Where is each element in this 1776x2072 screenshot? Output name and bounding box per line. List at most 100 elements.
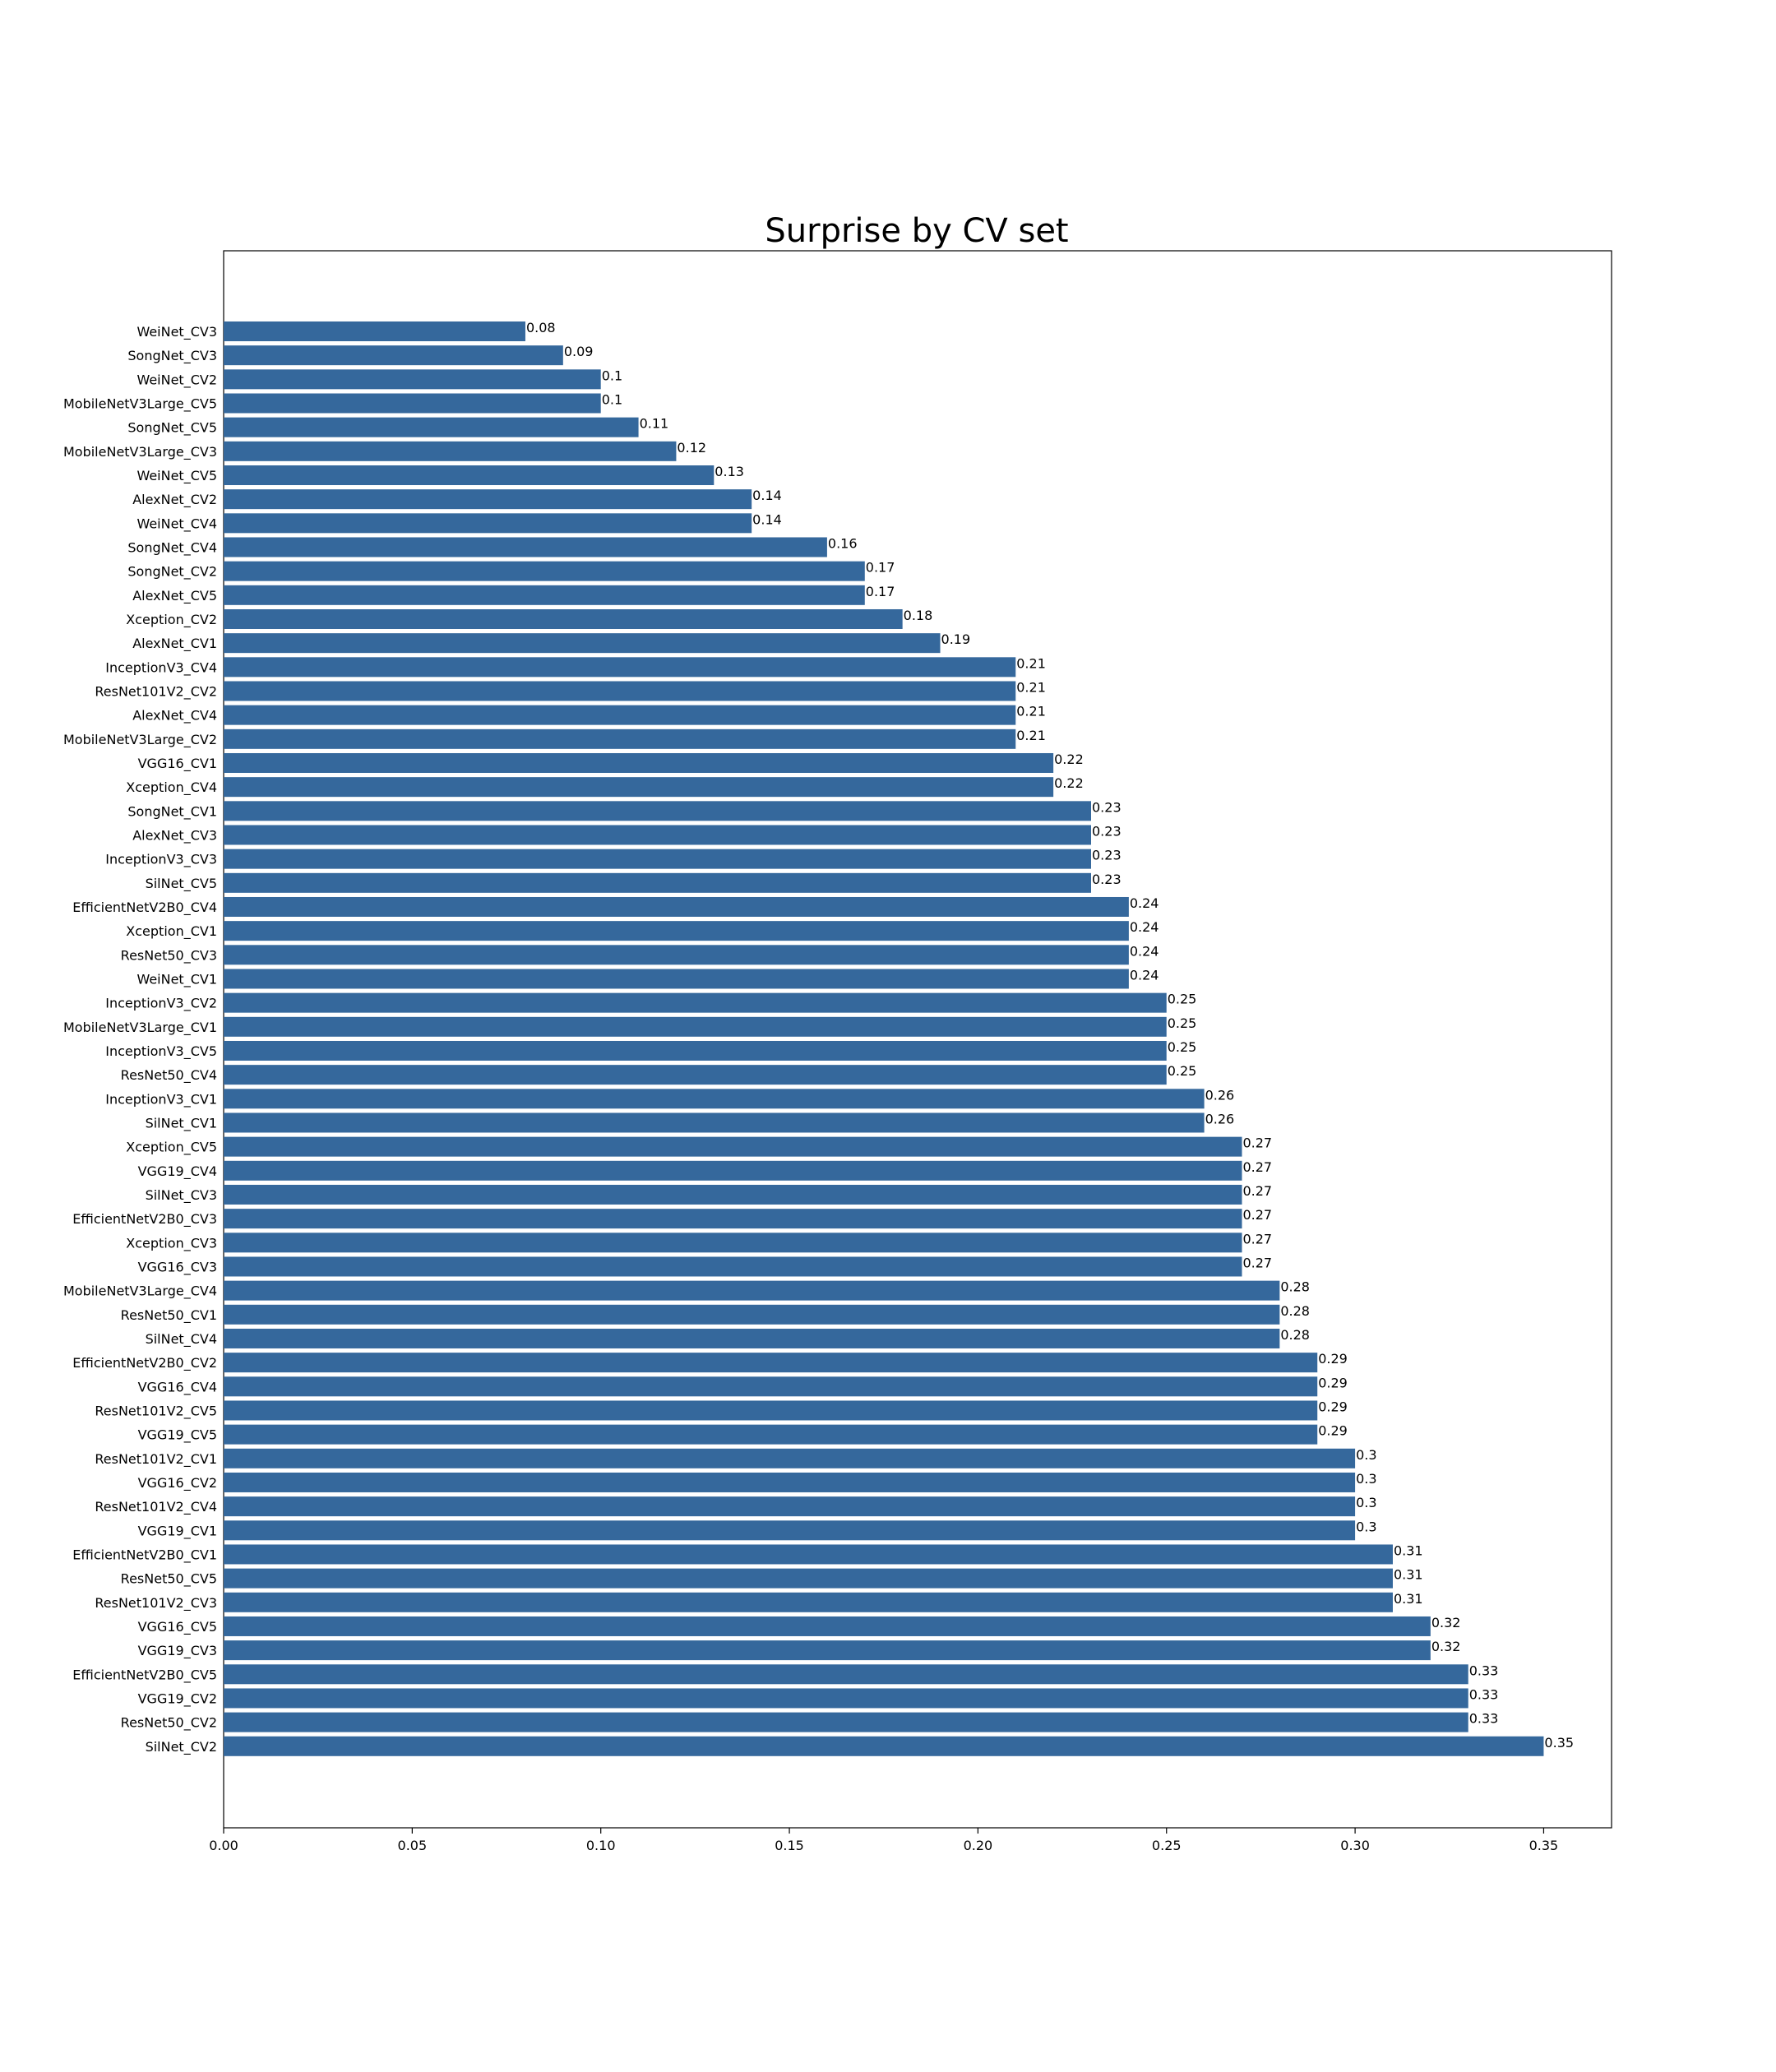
y-tick-label: AlexNet_CV5	[132, 588, 217, 604]
y-tick-label: WeiNet_CV4	[136, 516, 217, 532]
data-label: 0.09	[564, 344, 594, 359]
bar	[224, 585, 865, 605]
y-tick-label: WeiNet_CV2	[136, 372, 217, 388]
bar	[224, 1065, 1167, 1085]
y-tick-label: SongNet_CV3	[127, 348, 217, 364]
bar	[224, 1304, 1280, 1325]
bar	[224, 1520, 1356, 1541]
bar	[224, 441, 677, 461]
data-label: 0.29	[1318, 1423, 1348, 1439]
bar	[224, 1640, 1431, 1661]
bar	[224, 489, 752, 510]
bar	[224, 1496, 1356, 1517]
bar	[224, 1136, 1242, 1157]
bar	[224, 945, 1129, 965]
data-label: 0.24	[1130, 943, 1159, 959]
data-label: 0.26	[1205, 1111, 1235, 1126]
bar	[224, 369, 601, 390]
y-tick-label: EfficientNetV2B0_CV2	[72, 1355, 217, 1371]
bar	[224, 752, 1054, 773]
bar	[224, 417, 639, 437]
bar	[224, 849, 1091, 869]
data-label: 0.13	[715, 464, 744, 479]
data-label: 0.3	[1356, 1495, 1376, 1510]
y-tick-label: AlexNet_CV1	[132, 636, 217, 652]
data-label: 0.31	[1394, 1591, 1423, 1607]
bar	[224, 1568, 1393, 1589]
data-label: 0.25	[1168, 992, 1197, 1007]
bar	[224, 896, 1129, 917]
data-label: 0.12	[677, 440, 706, 456]
x-tick-label: 0.15	[775, 1838, 804, 1853]
data-label: 0.19	[941, 631, 971, 647]
y-tick-label: ResNet101V2_CV4	[95, 1499, 217, 1515]
data-label: 0.27	[1242, 1135, 1272, 1151]
bar	[224, 728, 1016, 749]
data-label: 0.27	[1242, 1231, 1272, 1246]
data-label: 0.23	[1092, 799, 1122, 815]
bar	[224, 705, 1016, 725]
y-tick-label: InceptionV3_CV3	[105, 852, 217, 868]
data-label: 0.24	[1130, 895, 1159, 911]
y-tick-label: InceptionV3_CV1	[105, 1091, 217, 1108]
bar	[224, 345, 563, 366]
y-tick-label: Xception_CV5	[126, 1140, 217, 1156]
bar	[224, 1328, 1280, 1348]
bar	[224, 681, 1016, 701]
y-tick-label: VGG16_CV4	[138, 1379, 217, 1395]
bar	[224, 1616, 1431, 1636]
y-tick-label: ResNet101V2_CV1	[95, 1451, 217, 1468]
x-tick-label: 0.30	[1340, 1838, 1370, 1853]
y-tick-label: VGG16_CV3	[138, 1259, 217, 1275]
data-label: 0.33	[1469, 1711, 1499, 1727]
y-tick-label: SilNet_CV2	[146, 1739, 217, 1755]
data-label: 0.23	[1092, 848, 1122, 863]
x-tick-label: 0.00	[209, 1838, 238, 1853]
y-tick-label: WeiNet_CV1	[136, 971, 217, 987]
y-axis-labels: WeiNet_CV3 SongNet_CV3 WeiNet_CV2 MobileNet…	[63, 324, 217, 1755]
data-label: 0.31	[1394, 1567, 1423, 1583]
data-label: 0.32	[1431, 1615, 1461, 1630]
bar	[224, 921, 1129, 941]
y-tick-label: VGG16_CV1	[138, 756, 217, 772]
y-tick-label: MobileNetV3Large_CV1	[63, 1020, 217, 1036]
y-tick-label: VGG19_CV4	[138, 1163, 217, 1180]
x-axis: 0.00 0.05 0.10 0.15 0.20 0.25 0.30 0.35	[209, 1828, 1558, 1853]
data-label: 0.31	[1394, 1542, 1423, 1558]
x-tick-label: 0.05	[398, 1838, 428, 1853]
y-tick-label: ResNet50_CV1	[121, 1307, 217, 1324]
y-tick-label: VGG19_CV5	[138, 1427, 217, 1444]
data-label: 0.23	[1092, 823, 1122, 839]
y-tick-label: MobileNetV3Large_CV4	[63, 1283, 217, 1300]
y-tick-label: EfficientNetV2B0_CV4	[72, 900, 217, 916]
y-tick-label: EfficientNetV2B0_CV1	[72, 1547, 217, 1563]
data-label: 0.1	[602, 391, 622, 407]
bar	[224, 1592, 1393, 1612]
data-label: 0.23	[1092, 872, 1122, 887]
data-label: 0.29	[1318, 1351, 1348, 1367]
bar	[224, 992, 1167, 1013]
data-label: 0.24	[1130, 967, 1159, 983]
y-tick-label: SilNet_CV3	[146, 1187, 217, 1204]
y-tick-label: VGG19_CV1	[138, 1523, 217, 1539]
bar	[224, 1353, 1318, 1373]
y-tick-label: EfficientNetV2B0_CV5	[72, 1667, 217, 1683]
bar	[224, 1688, 1468, 1709]
data-label: 0.1	[602, 368, 622, 383]
bar	[224, 657, 1016, 678]
y-tick-label: WeiNet_CV3	[136, 324, 217, 340]
data-label: 0.3	[1356, 1471, 1376, 1487]
data-label: 0.11	[640, 416, 669, 432]
bar	[224, 561, 865, 581]
data-label: 0.16	[828, 535, 858, 551]
bar	[224, 1400, 1318, 1421]
bars-group	[224, 321, 1544, 1756]
bar	[224, 1016, 1167, 1037]
bar	[224, 1736, 1544, 1756]
data-label: 0.08	[526, 320, 556, 335]
data-label: 0.27	[1242, 1159, 1272, 1175]
bar	[224, 1160, 1242, 1181]
data-label: 0.33	[1469, 1686, 1499, 1702]
bar	[224, 1376, 1318, 1397]
